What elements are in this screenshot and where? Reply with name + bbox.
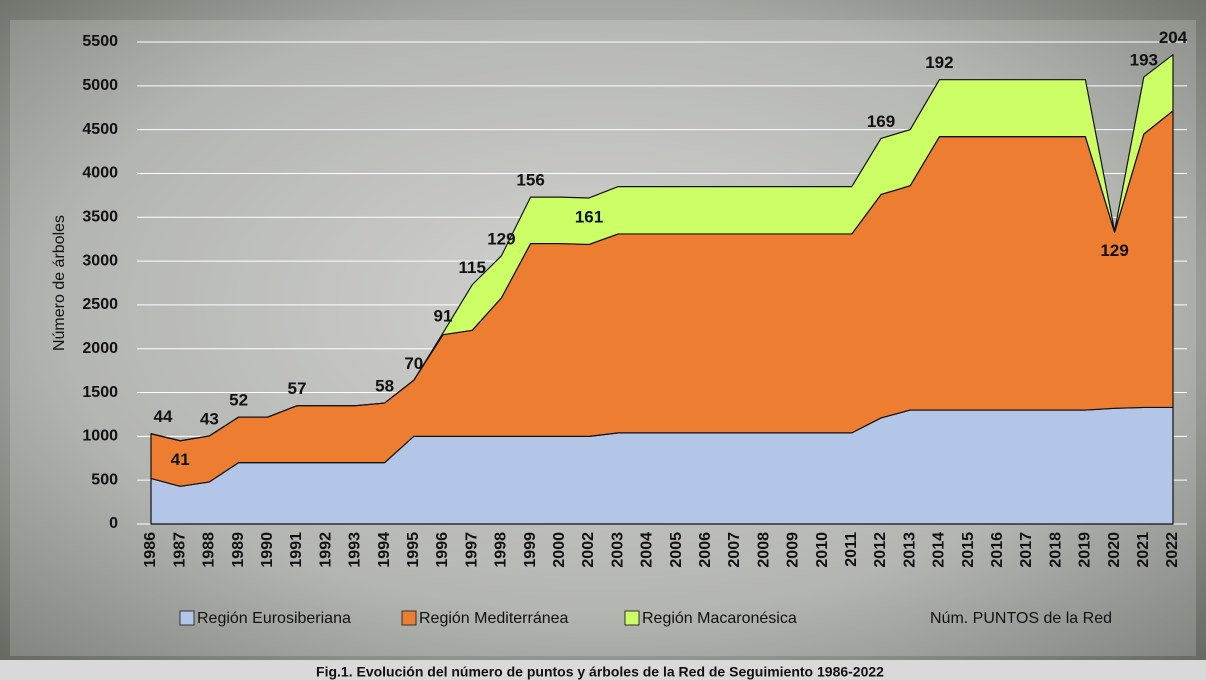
- x-tick-label: 1993: [347, 532, 364, 568]
- y-tick-label: 5000: [82, 77, 118, 94]
- area: [150, 54, 1174, 442]
- x-tick-label: 2005: [668, 532, 685, 568]
- point-label: 129: [487, 229, 515, 248]
- point-label: 91: [434, 306, 453, 325]
- x-tick-label: 2013: [901, 532, 918, 568]
- caption: Fig.1. Evolución del número de puntos y …: [316, 664, 884, 680]
- x-tick-label: 2009: [785, 532, 802, 568]
- x-tick-label: 2004: [639, 532, 656, 568]
- y-tick-label: 3000: [82, 252, 118, 269]
- x-tick-label: 2003: [609, 532, 626, 568]
- y-tick-label: 2000: [82, 340, 118, 357]
- x-tick-label: 2007: [726, 532, 743, 568]
- x-tick-label: 1997: [463, 532, 480, 568]
- point-label: 52: [229, 391, 248, 410]
- x-tick-label: 1990: [259, 532, 276, 568]
- legend-label: Región Eurosiberiana: [197, 610, 351, 627]
- legend-label: Núm. PUNTOS de la Red: [930, 610, 1112, 627]
- legend-label: Región Mediterránea: [419, 610, 569, 627]
- point-label: 129: [1100, 241, 1128, 260]
- y-tick-label: 5500: [82, 33, 118, 50]
- x-tick-label: 2014: [931, 532, 948, 568]
- point-label: 43: [200, 409, 219, 428]
- point-label: 156: [516, 171, 544, 190]
- point-label: 193: [1130, 51, 1158, 70]
- x-tick-label: 2018: [1047, 532, 1064, 568]
- x-tick-label: 1998: [493, 532, 510, 568]
- y-tick-label: 4000: [82, 165, 118, 182]
- point-label: 204: [1159, 28, 1188, 47]
- y-tick-label: 4500: [82, 121, 118, 138]
- x-tick-label: 2011: [843, 532, 860, 567]
- x-tick-label: 2019: [1077, 532, 1094, 568]
- x-tick-label: 2010: [814, 532, 831, 568]
- point-label: 169: [867, 112, 895, 131]
- x-tick-label: 1988: [201, 532, 218, 568]
- x-tick-label: 2016: [989, 532, 1006, 568]
- point-label: 115: [458, 258, 485, 277]
- x-tick-label: 2017: [1018, 532, 1035, 568]
- x-tick-label: 1987: [171, 532, 188, 568]
- y-tick-label: 1000: [82, 428, 118, 445]
- x-tick-label: 1989: [230, 532, 247, 568]
- x-tick-label: 1991: [288, 532, 305, 568]
- x-tick-label: 1995: [405, 532, 422, 568]
- legend-swatch: [401, 610, 417, 626]
- x-tick-label: 2020: [1106, 532, 1123, 568]
- y-tick-label: 500: [91, 471, 118, 488]
- point-label: 41: [171, 450, 190, 469]
- x-tick-label: 1999: [522, 532, 539, 568]
- y-axis-title: Número de árboles: [51, 215, 68, 351]
- x-tick-label: 1986: [142, 532, 159, 568]
- legend-swatch: [624, 610, 640, 626]
- x-tick-label: 2012: [872, 532, 889, 568]
- x-tick-label: 1994: [376, 532, 393, 568]
- x-tick-label: 2022: [1164, 532, 1181, 568]
- x-tick-label: 2015: [960, 532, 977, 568]
- x-tick-label: 2000: [551, 532, 568, 568]
- x-tick-label: 2002: [580, 532, 597, 568]
- point-label: 161: [575, 207, 603, 226]
- y-tick-label: 2500: [82, 296, 118, 313]
- point-label: 44: [154, 407, 173, 426]
- legend-label: Región Macaronésica: [642, 610, 797, 627]
- x-tick-label: 1996: [434, 532, 451, 568]
- caption-box: [0, 660, 1206, 680]
- point-label: 57: [288, 379, 307, 398]
- point-label: 70: [404, 354, 423, 373]
- y-tick-label: 1500: [82, 384, 118, 401]
- point-label: 192: [925, 53, 953, 72]
- legend-swatch: [179, 610, 195, 626]
- x-tick-label: 2021: [1135, 532, 1152, 568]
- y-tick-label: 0: [109, 515, 118, 532]
- x-tick-label: 2008: [755, 532, 772, 568]
- point-label: 58: [375, 377, 394, 396]
- y-tick-label: 3500: [82, 208, 118, 225]
- x-tick-label: 2006: [697, 532, 714, 568]
- x-tick-label: 1992: [317, 532, 334, 568]
